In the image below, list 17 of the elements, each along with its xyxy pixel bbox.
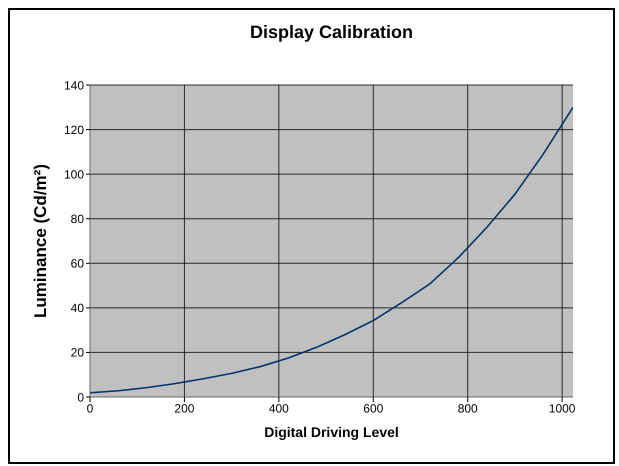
x-tick-label: 0 [86,402,94,416]
x-tick-label: 200 [174,402,195,416]
y-tick-label: 120 [64,122,84,137]
y-tick-label: 40 [70,301,84,316]
x-tick-label: 400 [268,402,290,416]
x-tick-label: 600 [363,402,384,416]
x-tick-label: 1000 [548,402,576,416]
y-tick-label: 0 [77,390,84,404]
y-tick-label: 80 [70,212,84,226]
x-tick-label: 800 [458,402,478,416]
x-axis-title: Digital Driving Level [264,424,399,440]
y-tick-label: 100 [64,167,84,182]
y-tick-label: 20 [70,346,84,360]
y-tick-label: 140 [64,78,84,92]
y-axis-title: Luminance (Cd/m²) [31,164,50,318]
chart-title: Display Calibration [248,22,414,43]
y-tick-label: 60 [70,256,84,271]
